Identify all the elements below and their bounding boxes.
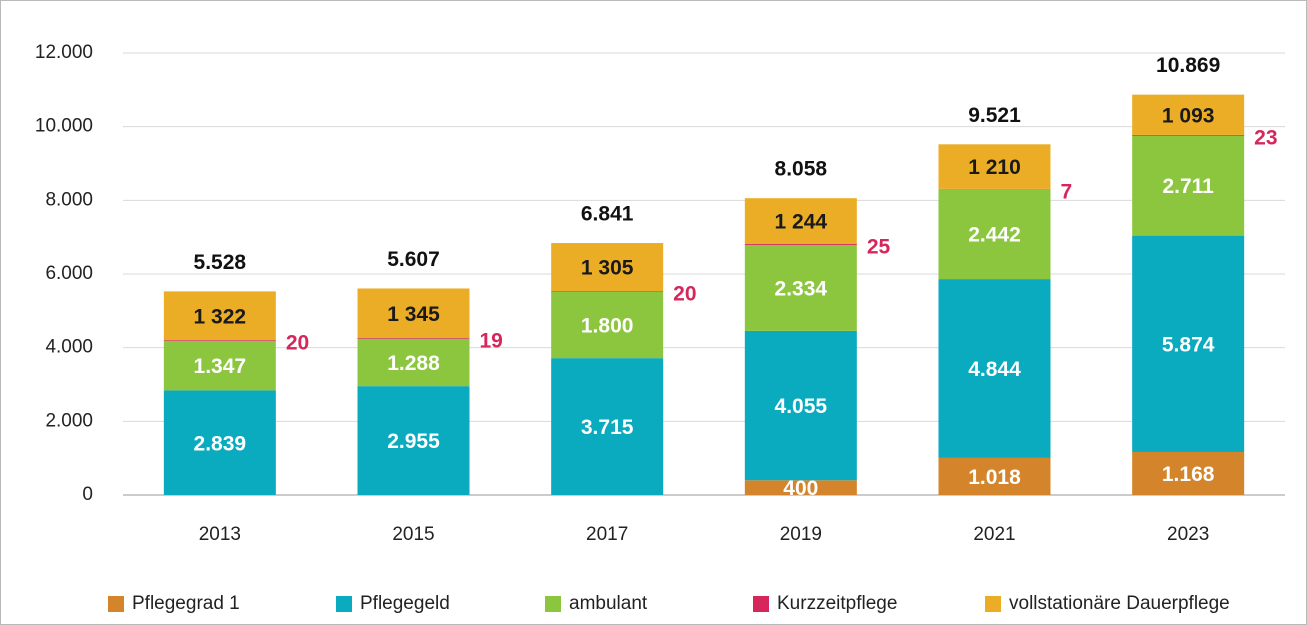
bar-segment [163, 340, 276, 341]
y-tick-label: 4.000 [45, 337, 93, 358]
legend-swatch [336, 596, 352, 612]
total-label: 6.841 [581, 203, 634, 226]
data-label: 1.347 [194, 355, 247, 378]
data-label: 5.874 [1162, 333, 1215, 356]
data-label: 7 [1061, 180, 1073, 203]
bar-segment [551, 291, 664, 359]
data-label: 1 093 [1162, 104, 1215, 127]
data-label: 25 [867, 236, 891, 259]
legend-swatch [545, 596, 561, 612]
bar-segment [1132, 451, 1245, 495]
bar-segment [551, 291, 664, 292]
data-label: 4.055 [775, 395, 828, 418]
total-label: 9.521 [968, 104, 1021, 127]
total-label: 8.058 [775, 158, 828, 181]
legend-swatch [108, 596, 124, 612]
data-label: 23 [1254, 126, 1277, 149]
data-label: 2.955 [387, 430, 440, 453]
bar-segment [744, 198, 857, 245]
y-tick-label: 0 [82, 484, 93, 505]
data-label: 1 345 [387, 303, 440, 326]
y-tick-label: 2.000 [45, 410, 93, 431]
bar-segment [357, 288, 470, 339]
bar-segment [1132, 134, 1245, 136]
x-tick-label: 2023 [1167, 524, 1209, 545]
bar-segment [938, 279, 1051, 458]
x-tick-label: 2019 [780, 524, 822, 545]
bar-segment [1132, 94, 1245, 135]
total-label: 10.869 [1156, 54, 1220, 77]
data-label: 1 305 [581, 257, 634, 280]
bar-segment [744, 244, 857, 331]
y-tick-label: 12.000 [35, 42, 93, 63]
data-label: 1.800 [581, 315, 634, 338]
data-label: 20 [286, 332, 309, 355]
data-label: 4.844 [968, 358, 1021, 381]
legend-label: Pflegegrad 1 [132, 593, 240, 614]
data-label: 2.334 [775, 277, 828, 300]
bar-segment [744, 330, 857, 481]
data-label: 1 322 [194, 305, 247, 328]
legend-label: Pflegegeld [360, 593, 450, 614]
x-tick-label: 2021 [973, 524, 1015, 545]
data-label: 19 [480, 330, 503, 353]
bar-segment [551, 358, 664, 495]
bar-segment [938, 144, 1051, 189]
data-label: 1.018 [968, 466, 1021, 489]
data-label: 3.715 [581, 416, 634, 439]
data-label: 20 [673, 283, 696, 306]
bar-segment [357, 338, 470, 387]
data-label: 2.839 [194, 432, 247, 455]
y-tick-label: 10.000 [35, 116, 93, 137]
data-label: 2.711 [1162, 175, 1214, 198]
bar-segment [938, 189, 1051, 280]
legend-swatch [753, 596, 769, 612]
bar-segment [357, 338, 470, 339]
bar-segment [163, 390, 276, 495]
data-label: 1 210 [968, 156, 1021, 179]
total-label: 5.607 [387, 248, 440, 271]
data-label: 400 [783, 477, 818, 500]
bar-segment [1132, 135, 1245, 236]
data-label: 1.168 [1162, 463, 1215, 486]
bar-segment [1132, 235, 1245, 452]
legend-label: Kurzzeitpflege [777, 593, 897, 614]
x-tick-label: 2013 [199, 524, 241, 545]
bar-segment [163, 340, 276, 391]
data-label: 1.288 [387, 352, 440, 375]
legend-label: vollstationäre Dauerpflege [1009, 593, 1230, 614]
bar-segment [744, 244, 857, 245]
bar-segment [744, 480, 857, 495]
bar-segment [357, 386, 470, 495]
bar-segment [163, 291, 276, 341]
total-label: 5.528 [194, 251, 247, 274]
x-tick-label: 2015 [392, 524, 434, 545]
data-label: 2.442 [968, 224, 1021, 247]
x-tick-label: 2017 [586, 524, 628, 545]
bar-segment [938, 457, 1051, 495]
y-tick-label: 8.000 [45, 189, 93, 210]
bar-segment [551, 243, 664, 292]
legend-label: ambulant [569, 593, 648, 614]
legend-swatch [985, 596, 1001, 612]
y-tick-label: 6.000 [45, 263, 93, 284]
data-label: 1 244 [775, 211, 828, 234]
